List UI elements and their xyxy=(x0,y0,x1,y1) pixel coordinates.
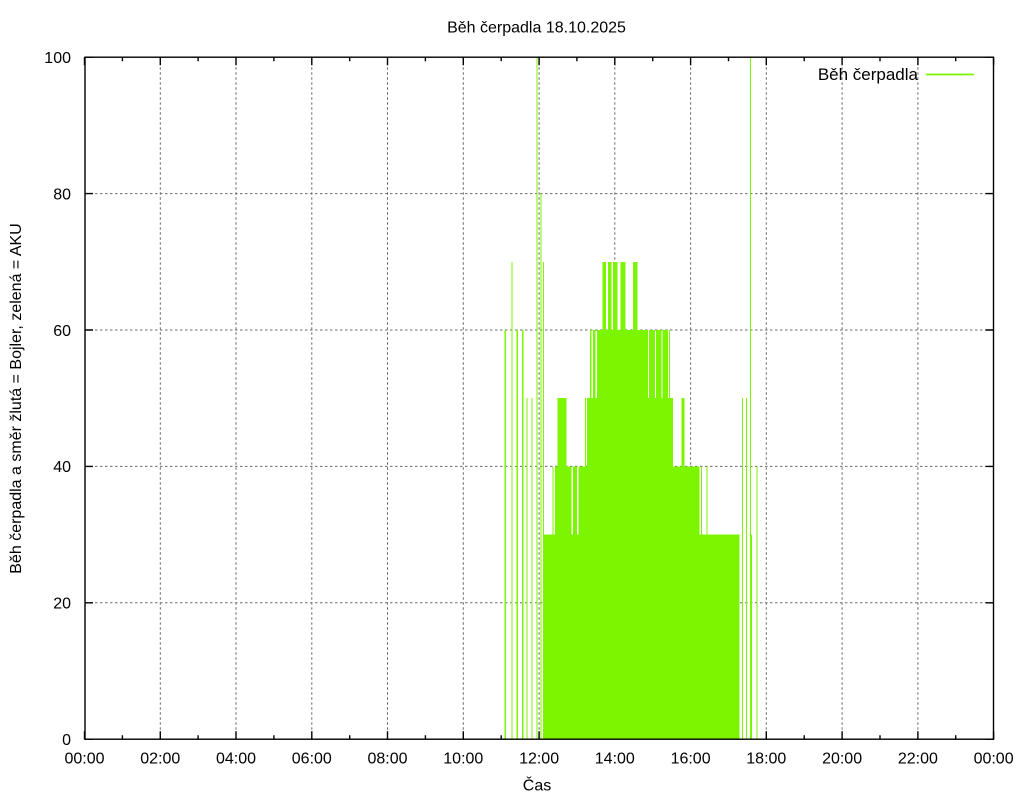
svg-text:20: 20 xyxy=(53,596,71,613)
svg-text:14:00: 14:00 xyxy=(595,751,635,768)
svg-text:22:00: 22:00 xyxy=(898,751,938,768)
svg-text:20:00: 20:00 xyxy=(822,751,862,768)
svg-text:00:00: 00:00 xyxy=(974,751,1014,768)
svg-text:40: 40 xyxy=(53,459,71,476)
svg-text:08:00: 08:00 xyxy=(367,751,407,768)
svg-text:00:00: 00:00 xyxy=(64,751,104,768)
svg-text:16:00: 16:00 xyxy=(671,751,711,768)
svg-text:Čas: Čas xyxy=(523,776,551,795)
svg-text:04:00: 04:00 xyxy=(216,751,256,768)
svg-text:18:00: 18:00 xyxy=(746,751,786,768)
svg-text:80: 80 xyxy=(53,186,71,203)
svg-text:Běh čerpadla 18.10.2025: Běh čerpadla 18.10.2025 xyxy=(447,20,626,37)
svg-text:Běh čerpadla: Běh čerpadla xyxy=(818,65,919,84)
svg-text:10:00: 10:00 xyxy=(443,751,483,768)
svg-text:0: 0 xyxy=(62,732,71,749)
svg-text:06:00: 06:00 xyxy=(292,751,332,768)
svg-text:12:00: 12:00 xyxy=(519,751,559,768)
svg-text:60: 60 xyxy=(53,323,71,340)
svg-text:100: 100 xyxy=(44,50,71,67)
svg-text:02:00: 02:00 xyxy=(140,751,180,768)
svg-text:Běh čerpadla a směr žlutá = Bo: Běh čerpadla a směr žlutá = Bojler, zele… xyxy=(8,223,25,573)
